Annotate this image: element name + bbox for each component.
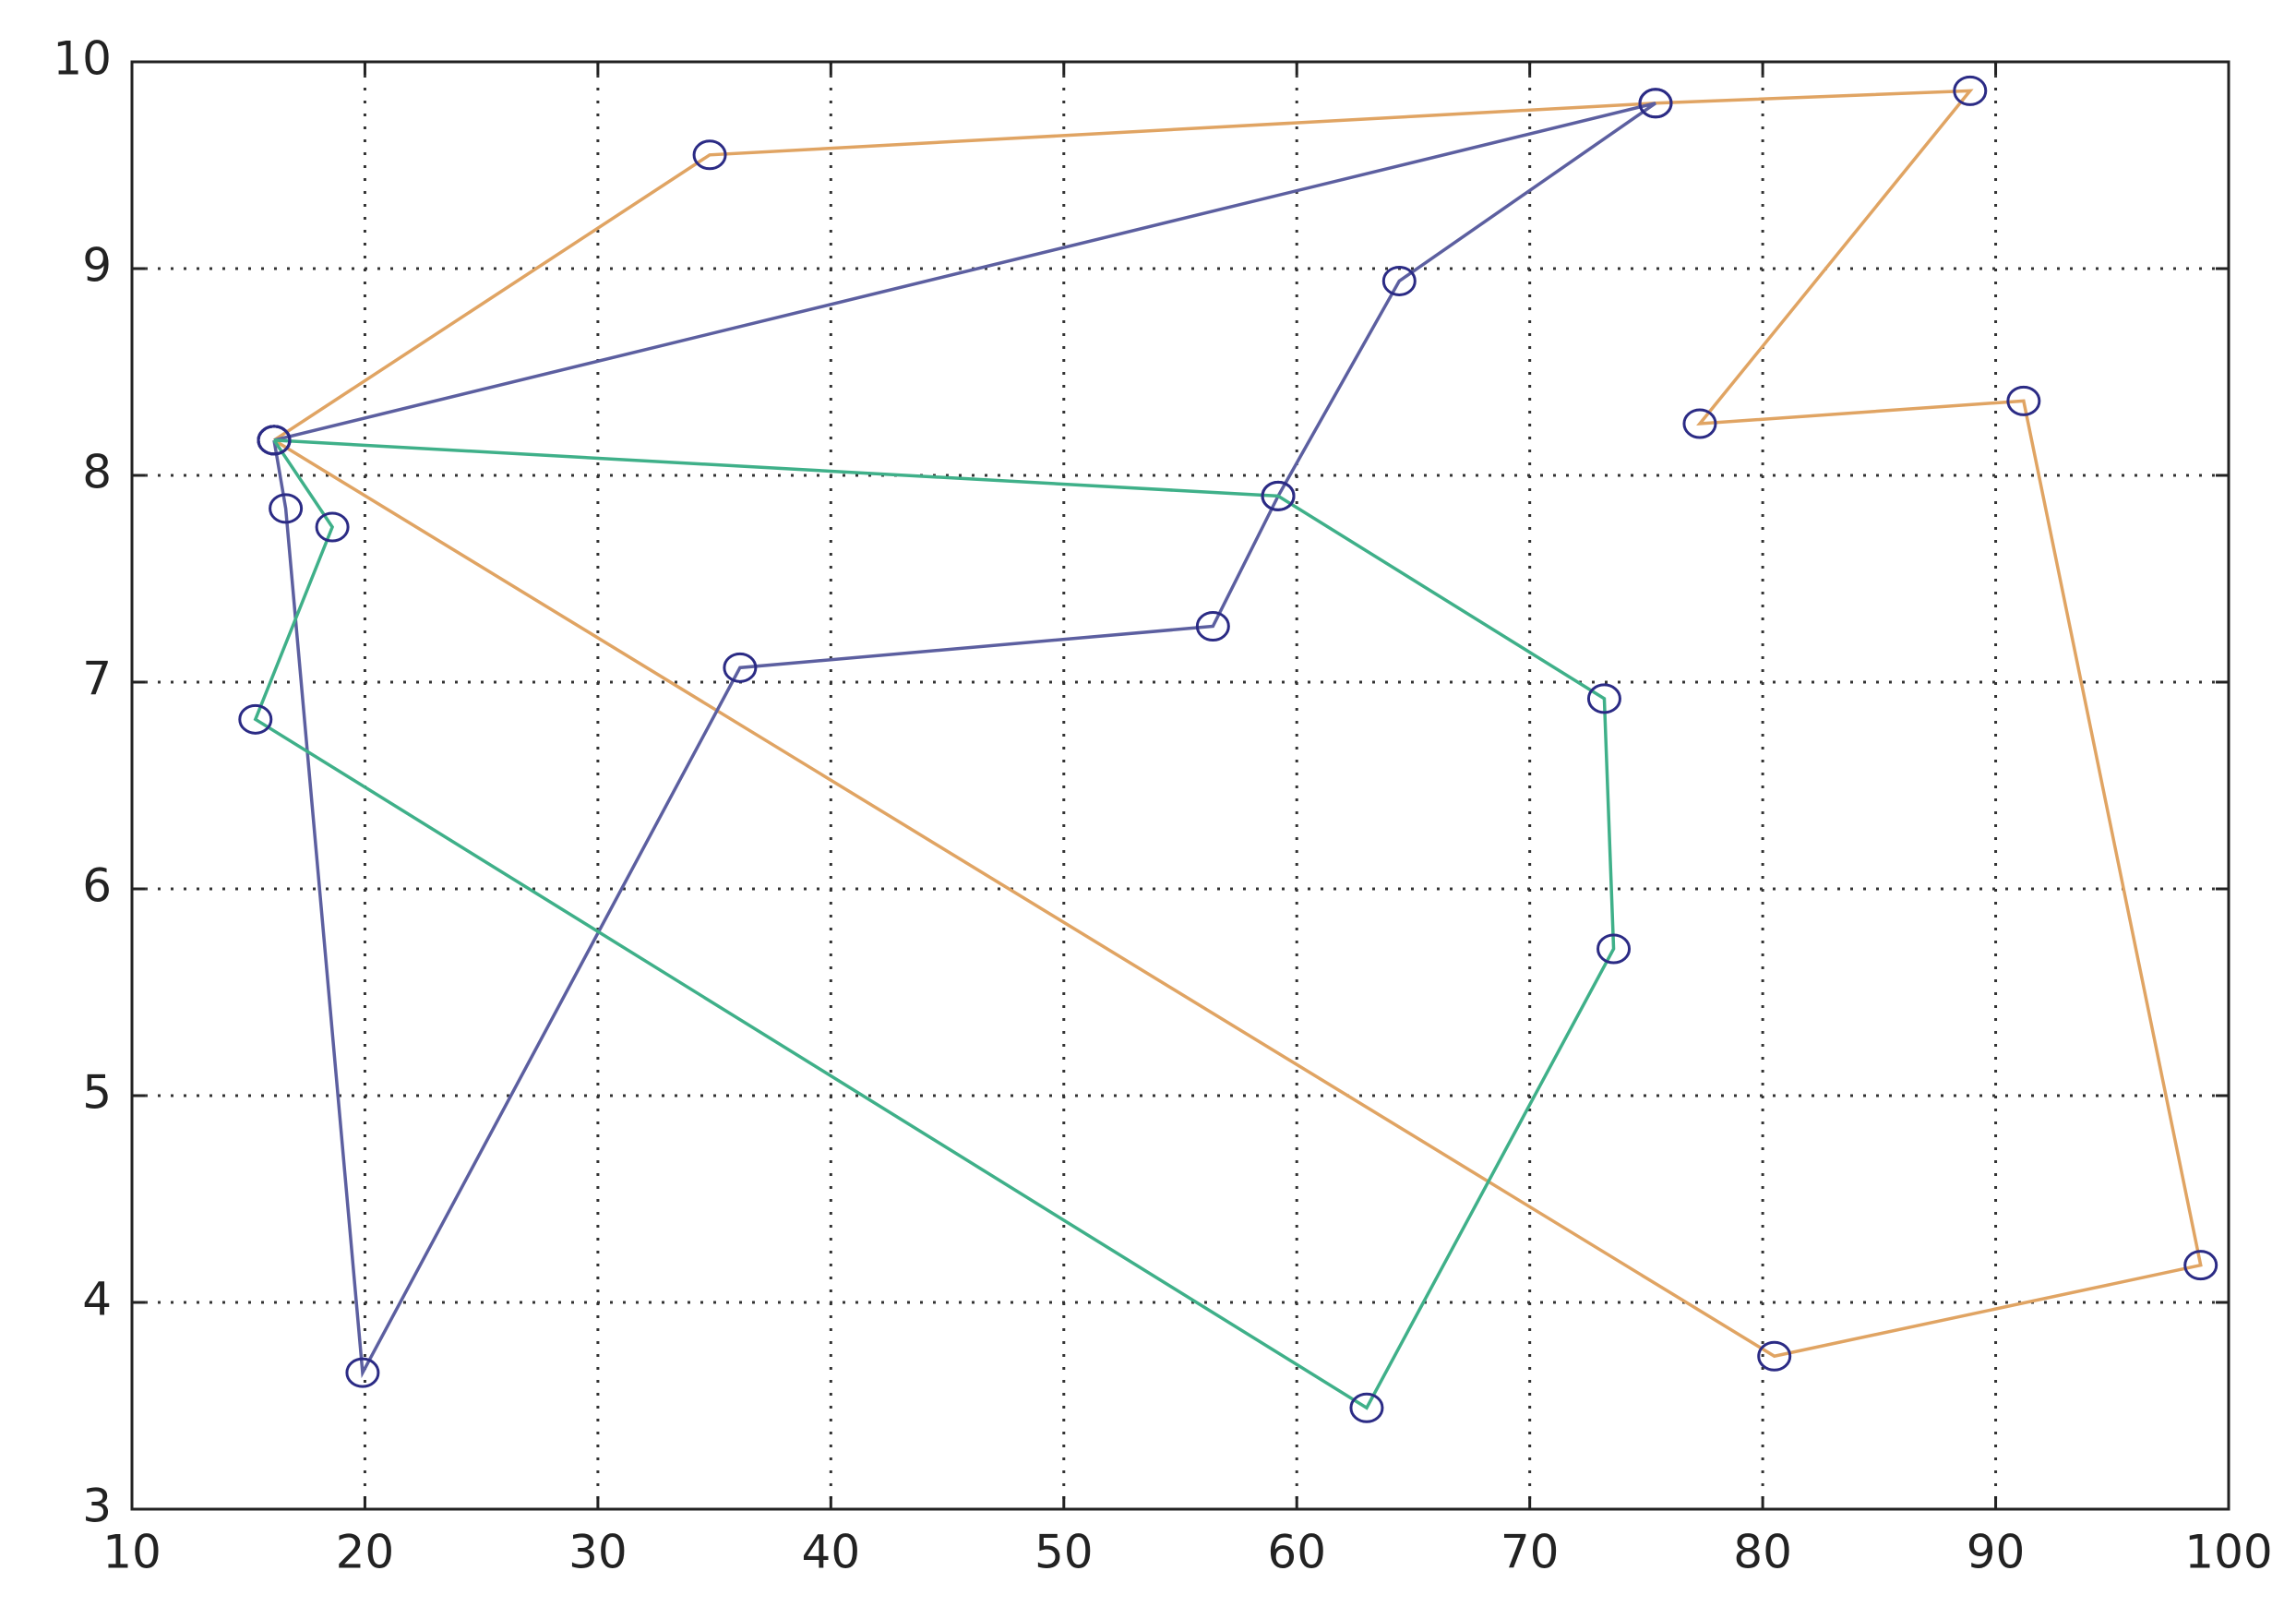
y-tick-label: 8 [82, 446, 112, 499]
point-marker [269, 493, 304, 524]
x-tick-label: 40 [802, 1526, 861, 1579]
x-tick-label: 60 [1267, 1526, 1326, 1579]
y-tick-label: 4 [82, 1273, 112, 1326]
x-tick-label: 50 [1034, 1526, 1094, 1579]
point-marker [2006, 385, 2041, 416]
y-tick-label: 6 [82, 859, 112, 913]
point-marker [1381, 265, 1417, 296]
point-marker [2183, 1250, 2218, 1281]
x-tick-label: 100 [2184, 1526, 2272, 1579]
point-marker [315, 511, 350, 543]
y-tick-label: 3 [82, 1480, 112, 1533]
point-marker [1349, 1392, 1384, 1423]
point-marker [723, 652, 758, 683]
x-tick-label: 70 [1501, 1526, 1560, 1579]
y-tick-label: 9 [82, 239, 112, 293]
point-marker [238, 703, 273, 735]
route-line [273, 89, 2203, 1359]
point-marker [257, 425, 292, 456]
point-marker [1638, 88, 1673, 119]
x-tick-label: 90 [1967, 1526, 2026, 1579]
point-marker [1596, 933, 1632, 965]
route-line [253, 438, 1616, 1410]
point-marker [345, 1357, 380, 1388]
x-tick-label: 30 [568, 1526, 628, 1579]
point-marker [1195, 611, 1230, 642]
y-tick-label: 10 [53, 32, 112, 86]
x-tick-label: 80 [1733, 1526, 1792, 1579]
x-tick-label: 20 [336, 1526, 395, 1579]
point-marker [1586, 683, 1621, 714]
point-marker [1682, 408, 1717, 439]
point-marker [692, 139, 727, 171]
y-tick-label: 7 [82, 653, 112, 706]
point-marker [1953, 75, 1988, 106]
plot-frame [130, 60, 2230, 1511]
y-tick-label: 5 [82, 1066, 112, 1120]
point-marker [1757, 1340, 1792, 1372]
point-marker [1261, 480, 1296, 511]
x-tick-label: 10 [102, 1526, 161, 1579]
route-line [272, 102, 1656, 1379]
